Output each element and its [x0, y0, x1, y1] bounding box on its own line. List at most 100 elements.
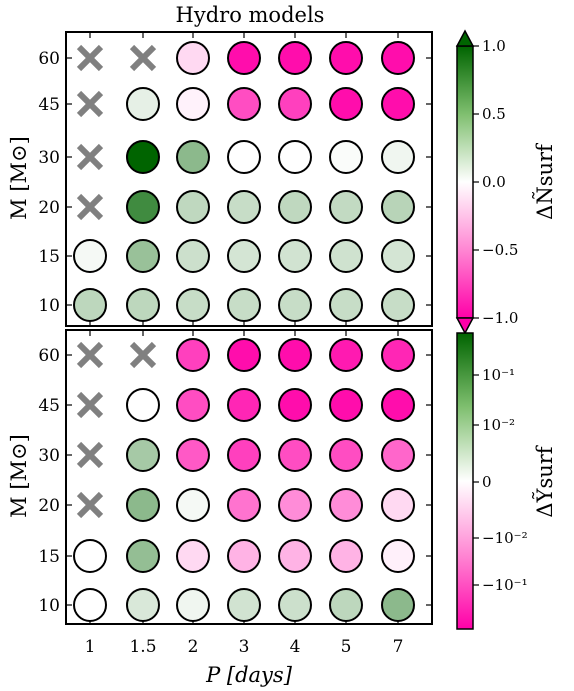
model-marker [329, 539, 363, 573]
model-marker [126, 588, 160, 622]
x-tick-label: 4 [290, 637, 301, 657]
model-marker [126, 288, 160, 322]
y-tick-label: 45 [38, 95, 60, 115]
colorbar-tick-label: 0 [482, 473, 492, 491]
model-marker [126, 87, 160, 121]
model-marker [227, 190, 261, 224]
bottom-panel-frame [65, 329, 433, 625]
colorbar-tick-label: −1.0 [482, 309, 518, 327]
colorbar-tick-label: −10⁻² [482, 529, 528, 547]
model-marker [278, 87, 312, 121]
y-tick-label: 60 [38, 346, 60, 366]
y-axis-label-bottom: M [M⊙] [7, 434, 31, 518]
model-marker [73, 588, 107, 622]
model-marker [278, 338, 312, 372]
colorbar-tick-label: −10⁻¹ [482, 576, 528, 594]
model-marker [176, 87, 210, 121]
x-tick-label: 7 [393, 637, 404, 657]
missing-model-cross [76, 143, 104, 171]
colorbar-tick-label: 10⁻¹ [482, 366, 515, 384]
colorbar-top-bar [456, 45, 474, 319]
model-marker [278, 539, 312, 573]
model-marker [176, 190, 210, 224]
missing-model-cross [76, 491, 104, 519]
model-marker [227, 239, 261, 273]
model-marker [278, 288, 312, 322]
colorbar-bottom: 10⁻¹ 10⁻² 0 −10⁻² −10⁻¹ ΔỸsurf [456, 332, 557, 630]
model-marker [329, 190, 363, 224]
model-marker [278, 190, 312, 224]
missing-model-cross [129, 44, 157, 72]
model-marker [73, 539, 107, 573]
model-marker [227, 338, 261, 372]
top-panel: 10 15 20 30 45 60 [38, 31, 433, 327]
x-tick-label: 5 [341, 637, 352, 657]
colorbar-tick-label: 1.0 [482, 37, 506, 55]
y-tick-label: 45 [38, 396, 60, 416]
colorbar-tick-label: −0.5 [482, 241, 518, 259]
model-marker [176, 388, 210, 422]
colorbar-bottom-ticks: 10⁻¹ 10⁻² 0 −10⁻² −10⁻¹ [473, 366, 528, 594]
model-marker [329, 438, 363, 472]
missing-model-cross [76, 391, 104, 419]
model-marker [278, 140, 312, 174]
colorbar-top-label: ΔÑsurf [533, 142, 557, 220]
model-marker [176, 588, 210, 622]
model-marker [329, 288, 363, 322]
model-marker [329, 87, 363, 121]
model-marker [381, 588, 415, 622]
missing-model-cross [76, 341, 104, 369]
colorbar-bottom-bar [456, 332, 474, 630]
missing-model-cross [76, 44, 104, 72]
model-marker [73, 239, 107, 273]
figure-title: Hydro models [176, 3, 325, 27]
model-marker [126, 190, 160, 224]
x-tick-label: 1 [85, 637, 96, 657]
model-marker [176, 488, 210, 522]
top-panel-frame [65, 31, 433, 327]
model-marker [381, 87, 415, 121]
colorbar-tick-label: 10⁻² [482, 416, 515, 434]
model-marker [381, 140, 415, 174]
model-marker [227, 388, 261, 422]
colorbar-tick-label: 0.0 [482, 173, 506, 191]
model-marker [176, 140, 210, 174]
y-tick-label: 60 [38, 49, 60, 69]
model-marker [278, 588, 312, 622]
x-tick-label: 1.5 [129, 637, 156, 657]
y-axis-label-top: M [M⊙] [7, 136, 31, 220]
model-marker [176, 438, 210, 472]
model-marker [329, 140, 363, 174]
model-marker [176, 288, 210, 322]
y-tick-label: 20 [38, 496, 60, 516]
model-marker [278, 41, 312, 75]
model-marker [126, 539, 160, 573]
model-marker [278, 488, 312, 522]
model-marker [227, 288, 261, 322]
colorbar-top-ticks: 1.0 0.5 0.0 −0.5 −1.0 [473, 37, 518, 327]
model-marker [381, 288, 415, 322]
model-marker [227, 41, 261, 75]
model-marker [176, 41, 210, 75]
model-marker [381, 388, 415, 422]
missing-model-cross [76, 441, 104, 469]
y-tick-label: 30 [38, 446, 60, 466]
y-tick-label: 20 [38, 198, 60, 218]
model-marker [329, 338, 363, 372]
model-marker [381, 190, 415, 224]
model-marker [329, 588, 363, 622]
model-marker [278, 388, 312, 422]
model-marker [278, 239, 312, 273]
model-marker [381, 338, 415, 372]
model-marker [227, 588, 261, 622]
top-panel-marks: 10 15 20 30 45 60 [38, 32, 432, 326]
model-marker [227, 87, 261, 121]
model-marker [227, 539, 261, 573]
model-marker [329, 488, 363, 522]
model-marker [176, 239, 210, 273]
missing-model-cross [129, 341, 157, 369]
model-marker [329, 41, 363, 75]
model-marker [126, 438, 160, 472]
y-tick-label: 30 [38, 148, 60, 168]
